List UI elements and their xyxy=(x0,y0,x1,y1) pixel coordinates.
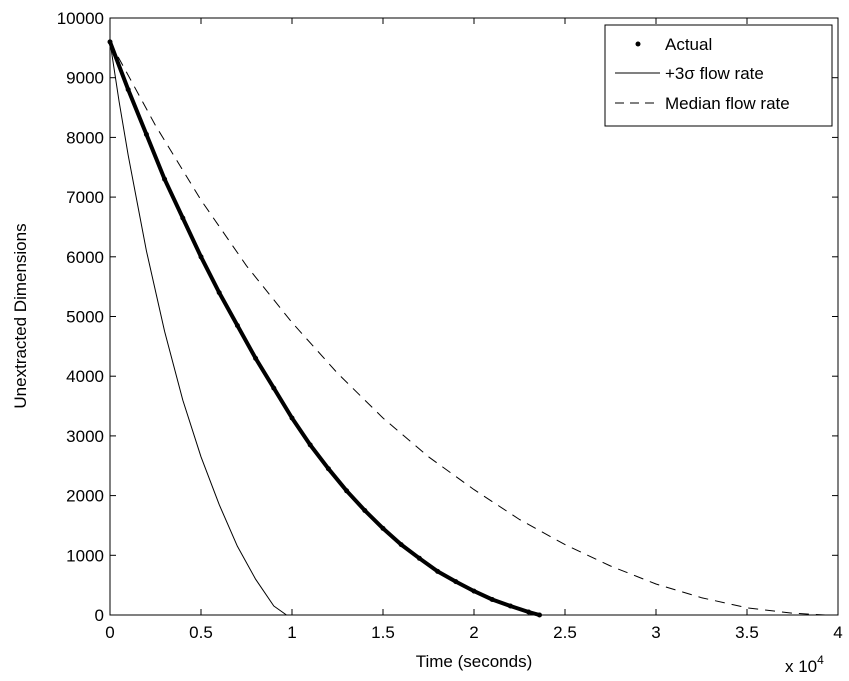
x-tick-label: 3 xyxy=(651,623,660,642)
x-tick-label: 3.5 xyxy=(735,623,759,642)
series-actual-point xyxy=(325,466,331,472)
series-actual-point xyxy=(307,442,313,448)
x-tick-label: 2.5 xyxy=(553,623,577,642)
series-actual-point xyxy=(471,588,477,594)
series-median-line xyxy=(109,41,826,616)
legend-label-median: Median flow rate xyxy=(665,94,790,113)
series-actual-point xyxy=(234,323,240,328)
y-axis-ticks: 0 1000 2000 3000 4000 5000 6000 7000 8000 9000 100… xyxy=(57,9,838,625)
series-actual-point xyxy=(198,254,204,260)
series-actual-point xyxy=(125,87,131,93)
x-axis-multiplier-base: x 10 xyxy=(785,657,817,676)
y-tick-label: 5000 xyxy=(66,308,104,327)
series-layer xyxy=(107,39,826,618)
series-actual-point xyxy=(435,568,441,574)
series-actual-point xyxy=(380,525,386,531)
series-actual-point xyxy=(180,215,186,221)
x-tick-label: 2 xyxy=(469,623,478,642)
x-axis-multiplier-exponent: 4 xyxy=(817,653,824,667)
y-tick-label: 10000 xyxy=(57,9,104,28)
series-actual-point xyxy=(416,555,422,561)
y-axis-label: Unextracted Dimensions xyxy=(11,223,30,408)
series-actual-point xyxy=(362,508,368,513)
y-tick-label: 6000 xyxy=(66,248,104,267)
series-actual-point xyxy=(453,579,459,585)
x-axis-label: Time (seconds) xyxy=(416,652,533,671)
y-tick-label: 3000 xyxy=(66,427,104,446)
series-actual-point xyxy=(162,176,168,182)
x-tick-label: 4 xyxy=(833,623,842,642)
x-tick-label: 0 xyxy=(105,623,114,642)
y-tick-label: 0 xyxy=(95,606,104,625)
y-tick-label: 7000 xyxy=(66,188,104,207)
legend-label-plus3sigma: +3σ flow rate xyxy=(665,64,764,83)
legend-marker-actual xyxy=(635,41,641,47)
series-actual-point xyxy=(489,597,495,602)
series-actual-point xyxy=(507,603,513,609)
series-actual-point xyxy=(253,355,259,361)
series-actual-point xyxy=(344,488,350,494)
series-actual-point xyxy=(143,131,149,137)
series-actual-point xyxy=(271,385,277,391)
series-actual-point xyxy=(398,542,404,548)
series-actual-point xyxy=(526,609,532,615)
x-tick-label: 0.5 xyxy=(189,623,213,642)
y-tick-label: 2000 xyxy=(66,487,104,506)
x-tick-label: 1 xyxy=(287,623,296,642)
series-plus3sigma-line xyxy=(109,41,287,616)
legend-label-actual: Actual xyxy=(665,35,712,54)
x-tick-label: 1.5 xyxy=(371,623,395,642)
x-axis-multiplier: x 104 xyxy=(785,653,824,676)
series-actual-point xyxy=(537,612,542,618)
legend: Actual +3σ flow rate Median flow rate xyxy=(604,24,833,127)
legend-box xyxy=(604,24,833,127)
series-actual-point xyxy=(216,290,222,296)
y-tick-label: 4000 xyxy=(66,367,104,386)
series-actual-point xyxy=(289,415,295,421)
y-tick-label: 8000 xyxy=(66,128,104,147)
y-tick-label: 1000 xyxy=(66,546,104,565)
x-axis-ticks: 0 0.5 1 1.5 2 2.5 3 3.5 4 xyxy=(105,18,843,642)
y-tick-label: 9000 xyxy=(66,69,104,88)
